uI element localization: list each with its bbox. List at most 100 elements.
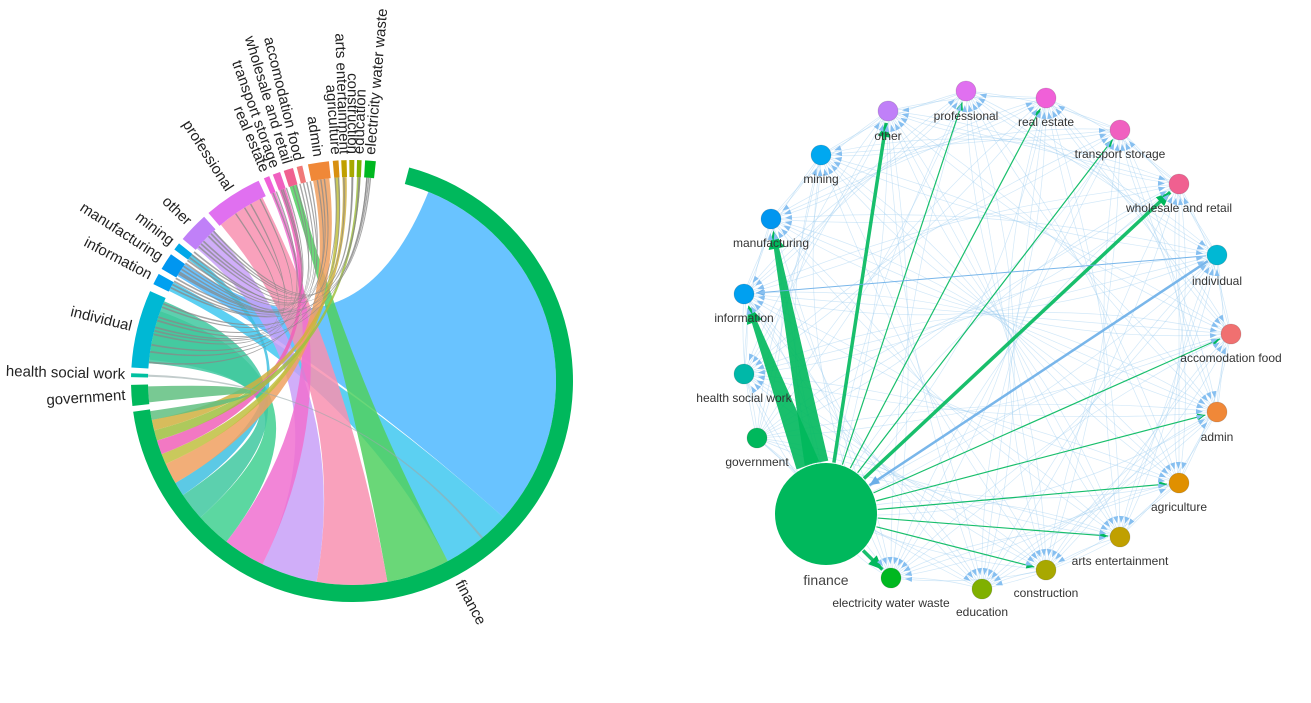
network-node-health-social-work[interactable] bbox=[733, 363, 755, 385]
network-node-mining[interactable] bbox=[810, 144, 832, 166]
network-label-mining: mining bbox=[803, 172, 838, 186]
arrowhead-mining-7 bbox=[817, 168, 823, 177]
chord-ribbons bbox=[148, 176, 556, 586]
network-edge-finance-to-manufacturing-arrow bbox=[768, 230, 785, 250]
network-edge-39 bbox=[743, 90, 967, 375]
network-node-transport-storage[interactable] bbox=[1109, 119, 1131, 141]
arrowhead-wholesale-retail-3 bbox=[1167, 196, 1173, 204]
network-node-other[interactable] bbox=[877, 100, 899, 122]
arrowhead-transport-storage-3 bbox=[1114, 143, 1120, 152]
arrowhead-transport-storage-2 bbox=[1120, 143, 1126, 152]
network-edge-73 bbox=[770, 218, 1232, 337]
network-edge-12 bbox=[825, 411, 1218, 516]
arrowhead-health-social-work-8 bbox=[751, 386, 757, 394]
network-edge-163 bbox=[981, 482, 1180, 590]
arrowhead-arts-entertainment-1 bbox=[1099, 529, 1107, 535]
network-edge-112 bbox=[965, 90, 1121, 538]
network-node-professional[interactable] bbox=[955, 80, 977, 102]
network-edge-82 bbox=[820, 97, 1047, 157]
arrowhead-wholesale-retail-4 bbox=[1162, 194, 1170, 201]
network-edge-111 bbox=[965, 90, 1180, 484]
network-edge-finance-to-manufacturing bbox=[773, 244, 829, 466]
network-node-individual[interactable] bbox=[1206, 244, 1228, 266]
arrowhead-individual-6 bbox=[1195, 250, 1204, 256]
chord-ribbon-finance-education bbox=[154, 177, 361, 441]
network-edge-137 bbox=[1174, 183, 1218, 413]
arrowhead-other-7 bbox=[878, 124, 884, 132]
arrowhead-manufacturing-2 bbox=[784, 214, 793, 220]
arrowhead-individual-0 bbox=[1214, 269, 1220, 277]
chord-ribbon-cross-17 bbox=[151, 191, 298, 352]
arrowhead-other-3 bbox=[897, 120, 905, 128]
network-label-electricity-water-waste: electricity water waste bbox=[832, 596, 950, 610]
arrowhead-admin-6 bbox=[1201, 394, 1208, 402]
chord-arc-education bbox=[356, 160, 362, 178]
network-edge-5 bbox=[825, 110, 889, 515]
network-edge-103 bbox=[887, 110, 983, 590]
arrowhead-agriculture-5 bbox=[1165, 464, 1172, 472]
network-edge-125 bbox=[890, 97, 1047, 579]
arrowhead-electricity-water-waste-5 bbox=[900, 561, 908, 569]
arrowhead-agriculture-4 bbox=[1161, 467, 1169, 475]
network-node-information[interactable] bbox=[733, 283, 755, 305]
arrowhead-other-8 bbox=[873, 122, 880, 130]
arrowhead-health-social-work-3 bbox=[757, 364, 765, 369]
network-edge-57 bbox=[743, 183, 1180, 295]
arrowhead-other-2 bbox=[900, 117, 908, 124]
arrowhead-accomodation-food-1 bbox=[1216, 345, 1223, 353]
arrowhead-admin-4 bbox=[1196, 403, 1204, 409]
network-edge-124 bbox=[981, 97, 1047, 590]
network-node-manufacturing[interactable] bbox=[760, 208, 782, 230]
arrowhead-real-estate-4 bbox=[1041, 111, 1047, 120]
arrowhead-real-estate-1 bbox=[1055, 108, 1062, 116]
network-labels: finance government health social work infor… bbox=[696, 109, 1281, 619]
chord-label-arts-entertainment: arts entertainment bbox=[331, 33, 352, 155]
network-edge-108 bbox=[965, 90, 1218, 256]
network-edge-23 bbox=[756, 90, 967, 439]
network-node-real-estate[interactable] bbox=[1035, 87, 1057, 109]
arrowhead-other-6 bbox=[884, 124, 890, 133]
network-node-education[interactable] bbox=[971, 578, 993, 600]
network-label-transport-storage: transport storage bbox=[1075, 147, 1166, 161]
network-edge-27 bbox=[756, 254, 1218, 439]
arrowhead-admin-5 bbox=[1198, 398, 1206, 405]
arrowhead-health-social-work-0 bbox=[748, 353, 754, 361]
network-node-arts-entertainment[interactable] bbox=[1109, 526, 1131, 548]
network-node-accomodation-food[interactable] bbox=[1220, 323, 1242, 345]
network-node-electricity-water-waste[interactable] bbox=[880, 567, 902, 589]
network-edge-60 bbox=[743, 291, 1218, 413]
network-node-admin[interactable] bbox=[1206, 401, 1228, 423]
arrowhead-accomodation-food-3 bbox=[1210, 338, 1218, 344]
network-edge-109 bbox=[965, 90, 1232, 335]
network-edge-155 bbox=[890, 333, 1232, 579]
arrowhead-information-4 bbox=[757, 295, 766, 301]
network-edge-finance-to-admin bbox=[876, 414, 1206, 502]
arrowhead-electricity-water-waste-6 bbox=[903, 565, 911, 572]
arrowhead-professional-0 bbox=[979, 93, 987, 99]
arrowhead-wholesale-retail-5 bbox=[1159, 191, 1167, 197]
network-edge-finance-to-electricity-water-waste-arrow bbox=[868, 555, 883, 570]
chord-arc-electricity-water-waste bbox=[364, 160, 376, 179]
network-label-health-social-work: health social work bbox=[696, 391, 792, 405]
network-edge-159 bbox=[981, 411, 1218, 590]
network-edge-160 bbox=[890, 411, 1218, 579]
arrowhead-construction-6 bbox=[1051, 549, 1058, 558]
arrowhead-manufacturing-3 bbox=[784, 220, 793, 226]
network-edge-95 bbox=[887, 110, 1121, 141]
network-edge-finance-to-other bbox=[832, 122, 888, 463]
network-node-wholesale-retail[interactable] bbox=[1168, 173, 1190, 195]
network-node-government[interactable] bbox=[746, 427, 768, 449]
network-node-finance[interactable] bbox=[775, 463, 877, 565]
network-edge-finance-to-construction bbox=[876, 526, 1035, 568]
network-edge-102 bbox=[887, 110, 1047, 571]
network-edge-53 bbox=[743, 110, 889, 295]
network-edge-121 bbox=[1045, 97, 1180, 484]
network-node-agriculture[interactable] bbox=[1168, 472, 1190, 494]
arrowhead-construction-2 bbox=[1030, 552, 1038, 560]
arrowhead-professional-6 bbox=[956, 104, 962, 112]
network-node-construction[interactable] bbox=[1035, 559, 1057, 581]
network-edge-100 bbox=[887, 110, 1180, 484]
arrowhead-professional-8 bbox=[947, 99, 955, 106]
network-edge-75 bbox=[770, 218, 1180, 484]
arrowhead-manufacturing-0 bbox=[782, 204, 790, 211]
